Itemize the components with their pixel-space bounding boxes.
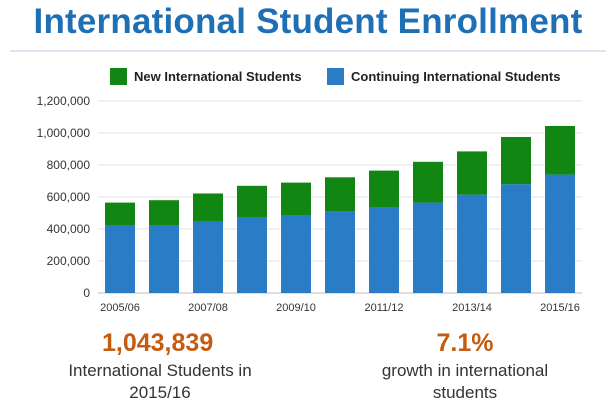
- y-tick-label: 0: [83, 286, 90, 300]
- bar-new: [501, 137, 531, 185]
- bar-continuing: [413, 202, 443, 293]
- page-title: International Student Enrollment: [33, 2, 583, 41]
- growth-label: growth in international students: [381, 361, 549, 402]
- enrollment-chart: 0 200,000 400,000 600,000 800,000 1,000,000 1,…: [37, 68, 582, 314]
- bar-continuing: [325, 211, 355, 293]
- y-tick-label: 600,000: [47, 190, 91, 204]
- legend-label: New International Students: [134, 69, 302, 84]
- bar-continuing: [193, 221, 223, 293]
- y-tick-label: 200,000: [47, 254, 91, 268]
- bar-continuing: [105, 225, 135, 293]
- x-tick-label: 2011/12: [365, 302, 404, 314]
- bar-continuing: [501, 184, 531, 293]
- bar-new: [149, 200, 179, 225]
- bar-continuing: [149, 225, 179, 293]
- x-tick-label: 2009/10: [276, 302, 316, 314]
- growth-stat: 7.1% growth in international students: [360, 328, 570, 404]
- bar-new: [457, 151, 487, 195]
- x-tick-label: 2013/14: [452, 302, 492, 314]
- bar-new: [193, 193, 223, 221]
- y-tick-label: 1,000,000: [37, 126, 91, 140]
- bar-new: [369, 170, 399, 208]
- bar-new: [105, 202, 135, 226]
- bar-new: [325, 177, 355, 212]
- y-tick-label: 800,000: [47, 158, 91, 172]
- bar-new: [237, 185, 267, 218]
- bar-new: [413, 161, 443, 203]
- title-divider: [10, 50, 606, 52]
- y-tick-label: 1,200,000: [37, 94, 91, 108]
- bar-continuing: [237, 217, 267, 293]
- x-tick-label: 2005/06: [100, 302, 140, 314]
- total-students-value: 1,043,839: [102, 329, 214, 357]
- bar-continuing: [545, 174, 575, 293]
- x-tick-label: 2007/08: [188, 302, 228, 314]
- growth-value: 7.1%: [436, 329, 494, 357]
- legend-swatch: [327, 68, 344, 85]
- legend-swatch: [110, 68, 127, 85]
- x-tick-label: 2015/16: [540, 302, 580, 314]
- y-tick-label: 400,000: [47, 222, 91, 236]
- total-students-stat: 1,043,839 International Students in 2015…: [55, 328, 265, 404]
- bar-new: [281, 182, 311, 216]
- bar-new: [545, 125, 575, 175]
- bar-continuing: [281, 215, 311, 293]
- bar-continuing: [457, 194, 487, 293]
- legend-label: Continuing International Students: [351, 69, 560, 84]
- bar-continuing: [369, 207, 399, 293]
- total-students-label: International Students in 2015/16: [68, 361, 252, 402]
